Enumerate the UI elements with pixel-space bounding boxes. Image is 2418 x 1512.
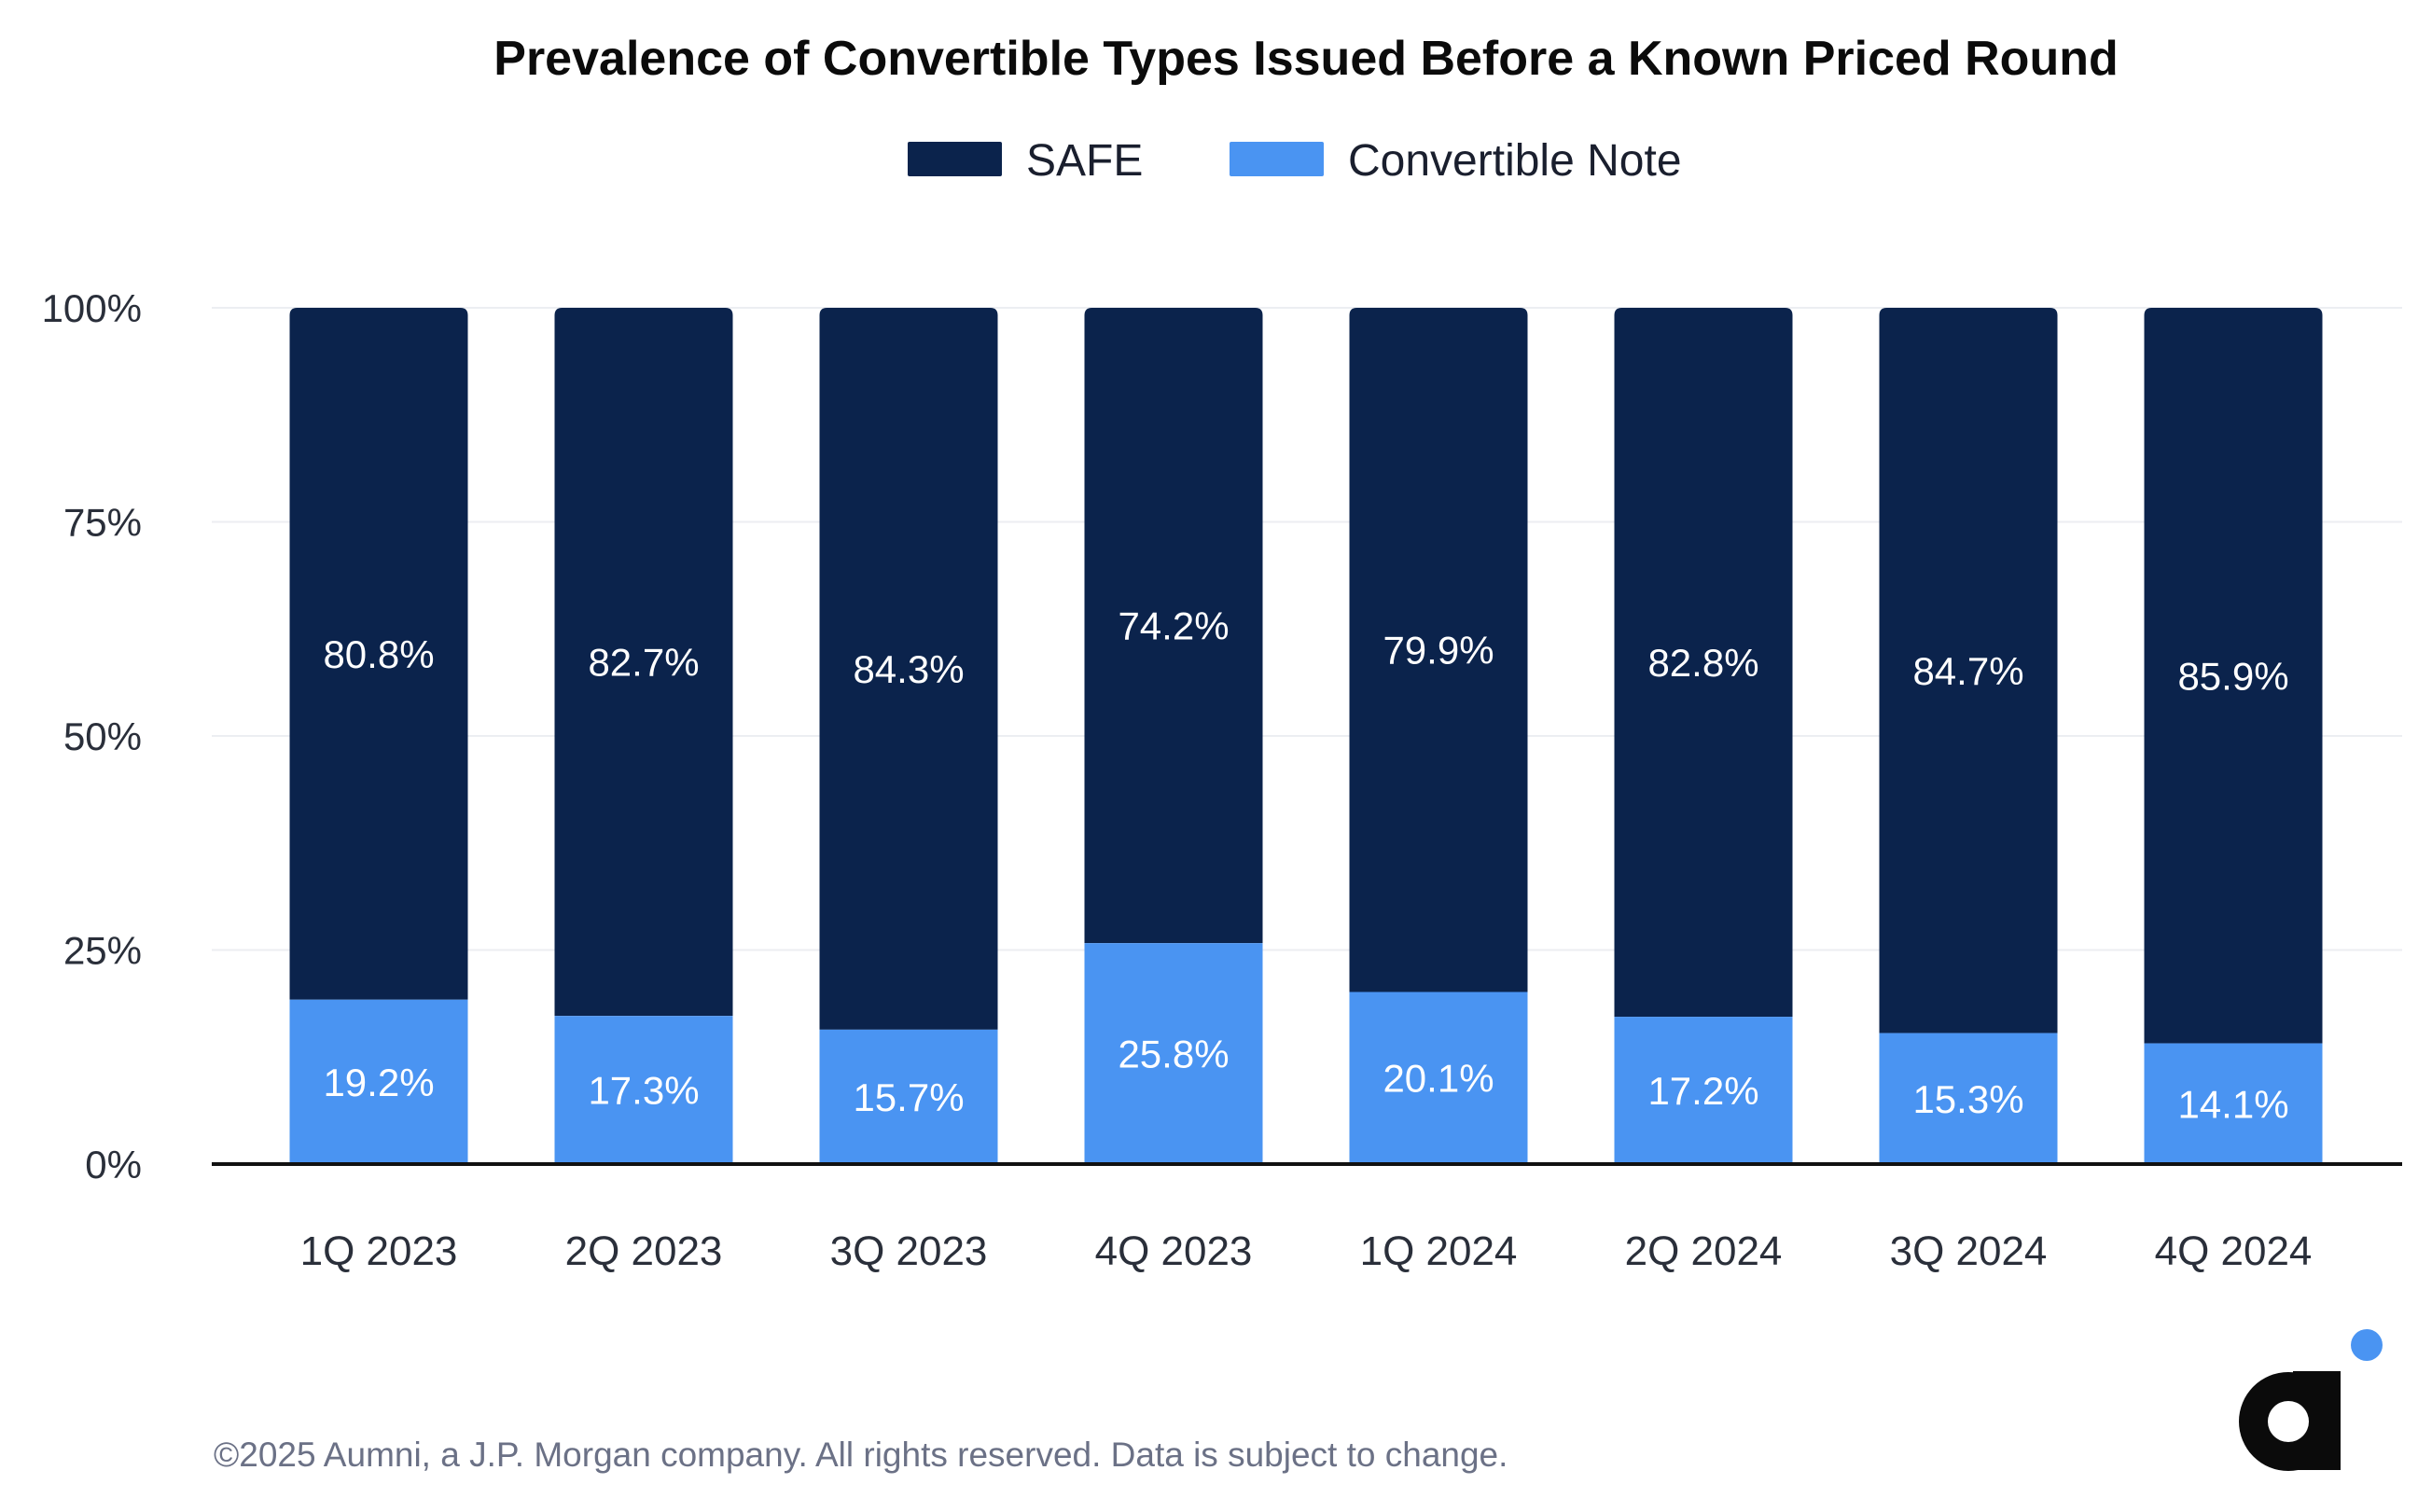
y-tick-label: 75% — [63, 501, 142, 545]
bar-convertible-note-2q-2024 — [1614, 1017, 1793, 1164]
legend-label-safe: SAFE — [1026, 136, 1143, 186]
logo-counter — [2268, 1401, 2309, 1442]
data-label-safe: 79.9% — [1383, 629, 1494, 673]
data-label-convertible-note: 25.8% — [1118, 1033, 1229, 1076]
logo-dot — [2351, 1329, 2383, 1361]
x-tick-label: 2Q 2024 — [1625, 1228, 1783, 1274]
chart-title: Prevalence of Convertible Types Issued B… — [493, 32, 2118, 86]
legend-swatch-convertible-note — [1230, 142, 1324, 176]
data-label-safe: 85.9% — [2177, 654, 2288, 698]
x-tick-label: 4Q 2023 — [1095, 1228, 1253, 1274]
legend: SAFE Convertible Note — [908, 136, 1682, 186]
bars — [289, 308, 2323, 1164]
data-label-convertible-note: 17.2% — [1647, 1069, 1758, 1113]
y-tick-label: 25% — [63, 929, 142, 973]
data-label-convertible-note: 20.1% — [1383, 1057, 1494, 1101]
data-label-safe: 82.7% — [588, 641, 699, 685]
bar-safe-3q-2023 — [819, 308, 998, 1030]
bar-safe-4q-2023 — [1084, 308, 1263, 944]
bar-convertible-note-4q-2024 — [2144, 1043, 2323, 1164]
bar-convertible-note-1q-2023 — [289, 999, 468, 1164]
y-tick-label: 100% — [42, 286, 142, 330]
bar-safe-2q-2023 — [554, 308, 733, 1017]
data-label-convertible-note: 15.7% — [853, 1075, 964, 1119]
data-label-safe: 84.3% — [853, 647, 964, 691]
x-tick-label: 4Q 2024 — [2155, 1228, 2313, 1274]
x-tick-label: 1Q 2023 — [300, 1228, 458, 1274]
data-label-convertible-note: 17.3% — [588, 1069, 699, 1113]
bar-safe-1q-2023 — [289, 308, 468, 1000]
data-label-convertible-note: 14.1% — [2177, 1082, 2288, 1126]
legend-swatch-safe — [908, 142, 1002, 176]
data-label-safe: 84.7% — [1912, 649, 2023, 693]
x-tick-label: 1Q 2024 — [1360, 1228, 1518, 1274]
data-labels: 80.8% 19.2% 82.7% 17.3% 84.3% 15.7% 74.2% 25.8%… — [323, 604, 2288, 1127]
bar-convertible-note-2q-2023 — [554, 1016, 733, 1164]
y-tick-label: 50% — [63, 714, 142, 758]
data-label-convertible-note: 15.3% — [1912, 1077, 2023, 1121]
gridlines — [212, 307, 2402, 951]
data-label-convertible-note: 19.2% — [323, 1061, 434, 1104]
bar-convertible-note-3q-2024 — [1879, 1033, 2058, 1164]
data-label-safe: 82.8% — [1647, 641, 1758, 685]
x-tick-label: 3Q 2023 — [830, 1228, 988, 1274]
legend-label-convertible-note: Convertible Note — [1348, 136, 1682, 186]
bar-safe-1q-2024 — [1349, 308, 1528, 992]
data-label-safe: 74.2% — [1118, 604, 1229, 648]
bar-convertible-note-3q-2023 — [819, 1029, 998, 1164]
data-label-safe: 80.8% — [323, 632, 434, 676]
x-tick-label: 3Q 2024 — [1890, 1228, 2048, 1274]
x-axis: 1Q 2023 2Q 2023 3Q 2023 4Q 2023 1Q 2024 2Q 20… — [300, 1228, 2313, 1274]
bar-safe-4q-2024 — [2144, 308, 2323, 1044]
footer-copyright: ©2025 Aumni, a J.P. Morgan company. All … — [214, 1436, 1508, 1474]
bar-convertible-note-4q-2023 — [1084, 943, 1263, 1164]
bar-safe-2q-2024 — [1614, 308, 1793, 1018]
aumni-logo-icon — [2239, 1329, 2383, 1471]
bar-convertible-note-1q-2024 — [1349, 992, 1528, 1164]
x-tick-label: 2Q 2023 — [565, 1228, 723, 1274]
bar-safe-3q-2024 — [1879, 308, 2058, 1033]
y-tick-label: 0% — [85, 1143, 142, 1186]
y-axis: 0% 25% 50% 75% 100% — [42, 286, 142, 1186]
